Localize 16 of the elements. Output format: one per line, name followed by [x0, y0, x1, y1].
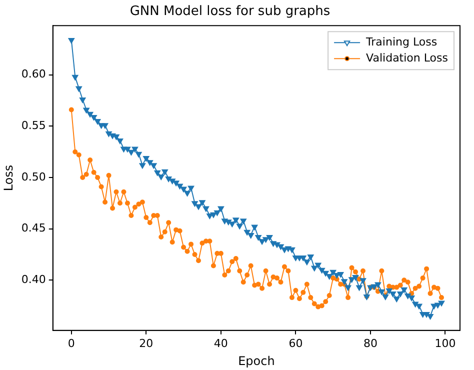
- y-tick-label: 0.60: [21, 68, 46, 81]
- x-tick-label: 80: [363, 336, 378, 350]
- legend-label: Training Loss: [365, 35, 438, 48]
- x-tick-label: 0: [68, 336, 75, 350]
- x-tick-label: 40: [214, 336, 228, 350]
- y-tick-label: 0.45: [21, 222, 46, 235]
- y-tick-label: 0.55: [21, 119, 46, 132]
- x-tick-label: 20: [139, 336, 154, 350]
- x-tick-label: 100: [434, 336, 456, 350]
- y-axis-title: Loss: [1, 164, 16, 192]
- y-tick-label: 0.50: [21, 170, 46, 184]
- legend-label: Validation Loss: [366, 51, 448, 64]
- x-axis-title: Epoch: [238, 354, 275, 368]
- x-tick-label: 60: [288, 336, 303, 350]
- y-tick-label: 0.40: [21, 272, 46, 286]
- chart-title: GNN Model loss for sub graphs: [130, 4, 330, 20]
